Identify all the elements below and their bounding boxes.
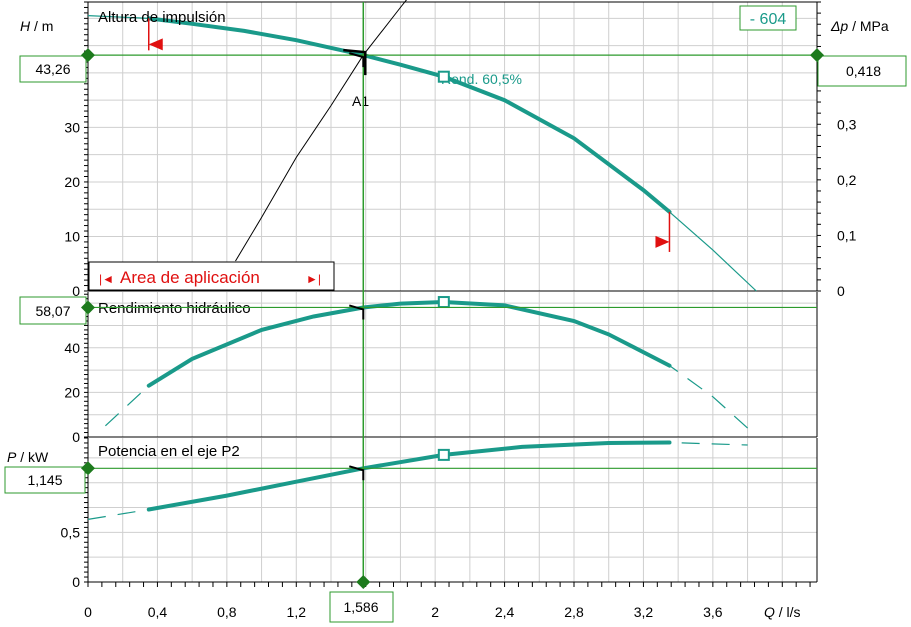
operating-point-tick bbox=[349, 465, 365, 481]
y-tick-label-efficiency: 0 bbox=[72, 429, 80, 445]
operating-point-tick bbox=[349, 304, 365, 320]
operating-point-a1-marker bbox=[343, 48, 367, 76]
y-tick-label-efficiency: 40 bbox=[64, 340, 80, 356]
y-var-power: P bbox=[7, 449, 17, 465]
panel-title-power: Potencia en el eje P2 bbox=[98, 443, 240, 460]
y-axis-label-head: H / m bbox=[20, 18, 53, 34]
y-tick-label-right: 0 bbox=[837, 283, 845, 299]
y-tick-label-head: 20 bbox=[64, 174, 80, 190]
application-range-box bbox=[88, 261, 335, 291]
head-handle[interactable] bbox=[81, 48, 95, 63]
x-unit: / l/s bbox=[775, 604, 801, 620]
y-var-head: H bbox=[20, 18, 31, 34]
efficiency-curve bbox=[146, 299, 672, 388]
x-tick-label: 0,4 bbox=[148, 604, 168, 620]
x-tick-label: 3,2 bbox=[634, 604, 654, 620]
y-unit-head: / m bbox=[30, 18, 53, 34]
efficiency-readout-box[interactable] bbox=[19, 296, 87, 325]
head-readout: 43,26 bbox=[35, 61, 70, 77]
x-tick-label: 1,2 bbox=[287, 604, 307, 620]
flow-readout: 1,586 bbox=[343, 599, 378, 615]
range-right-bracket: ►| bbox=[306, 272, 321, 286]
range-left-bracket: |◄ bbox=[99, 272, 114, 286]
corner-badge: - 604 bbox=[750, 11, 787, 28]
flow-handle[interactable] bbox=[356, 575, 371, 589]
curves bbox=[87, 0, 757, 520]
range-start-arrow bbox=[148, 38, 163, 51]
power-readout-box[interactable] bbox=[4, 466, 86, 494]
axes: 0102030400204000,500,10,20,300,40,81,21,… bbox=[61, 1, 857, 620]
y-tick-label-efficiency: 20 bbox=[64, 384, 80, 400]
y-tick-label-power: 0,5 bbox=[61, 524, 81, 540]
y-tick-label-right: 0,1 bbox=[837, 227, 857, 243]
pressure-readout: 0,418 bbox=[846, 63, 881, 79]
efficiency-readout: 58,07 bbox=[35, 303, 70, 319]
y-tick-label-power: 0 bbox=[72, 574, 80, 590]
corner-badge-box bbox=[739, 5, 797, 31]
x-var: Q bbox=[764, 604, 775, 620]
x-tick-label: 2,8 bbox=[564, 604, 584, 620]
power-curve bbox=[146, 440, 672, 512]
pump-curve-curve bbox=[146, 16, 672, 214]
operating-point-tick bbox=[349, 52, 365, 68]
application-range-label: Area de aplicación bbox=[120, 268, 260, 287]
y-tick-label-head: 10 bbox=[64, 228, 80, 244]
range-end-arrow bbox=[655, 235, 670, 248]
y-tick-label-head: 30 bbox=[64, 119, 80, 135]
y-axis-label-right: Δp / MPa bbox=[830, 18, 889, 34]
power-handle[interactable] bbox=[81, 461, 95, 476]
markers[interactable] bbox=[81, 2, 824, 589]
flow-readout-box[interactable] bbox=[329, 591, 394, 623]
y-tick-label-head: 0 bbox=[72, 283, 80, 299]
best-efficiency-marker bbox=[437, 448, 450, 461]
x-tick-label: 2 bbox=[431, 604, 439, 620]
system-curve-curve bbox=[235, 0, 408, 262]
x-tick-label: 3,6 bbox=[703, 604, 723, 620]
panel-title-head: Altura de impulsión bbox=[98, 9, 226, 26]
y-axis-label-power: P / kW bbox=[7, 449, 49, 465]
operating-point-label: A1 bbox=[352, 93, 369, 109]
y-tick-label-right: 0,3 bbox=[837, 116, 857, 132]
power-readout: 1,145 bbox=[27, 472, 62, 488]
x-tick-label: 0 bbox=[84, 604, 92, 620]
pressure-handle[interactable] bbox=[810, 48, 824, 63]
panel-title-efficiency: Rendimiento hidráulico bbox=[98, 300, 251, 317]
pressure-readout-box[interactable] bbox=[817, 55, 907, 87]
x-tick-label: 0,8 bbox=[217, 604, 237, 620]
x-tick-label: 2,4 bbox=[495, 604, 515, 620]
best-efficiency-marker bbox=[437, 70, 450, 83]
efficiency-label: Rend. 60,5% bbox=[441, 71, 522, 87]
y-unit-power: / kW bbox=[16, 449, 49, 465]
y-tick-label-right: 0,2 bbox=[837, 172, 857, 188]
best-efficiency-marker bbox=[437, 296, 450, 309]
y-unit-right: / MPa bbox=[848, 18, 889, 34]
y-var-right: Δp bbox=[830, 18, 848, 34]
x-axis-label: Q / l/s bbox=[764, 604, 801, 620]
efficiency-handle[interactable] bbox=[81, 300, 95, 315]
head-readout-box[interactable] bbox=[19, 55, 87, 83]
